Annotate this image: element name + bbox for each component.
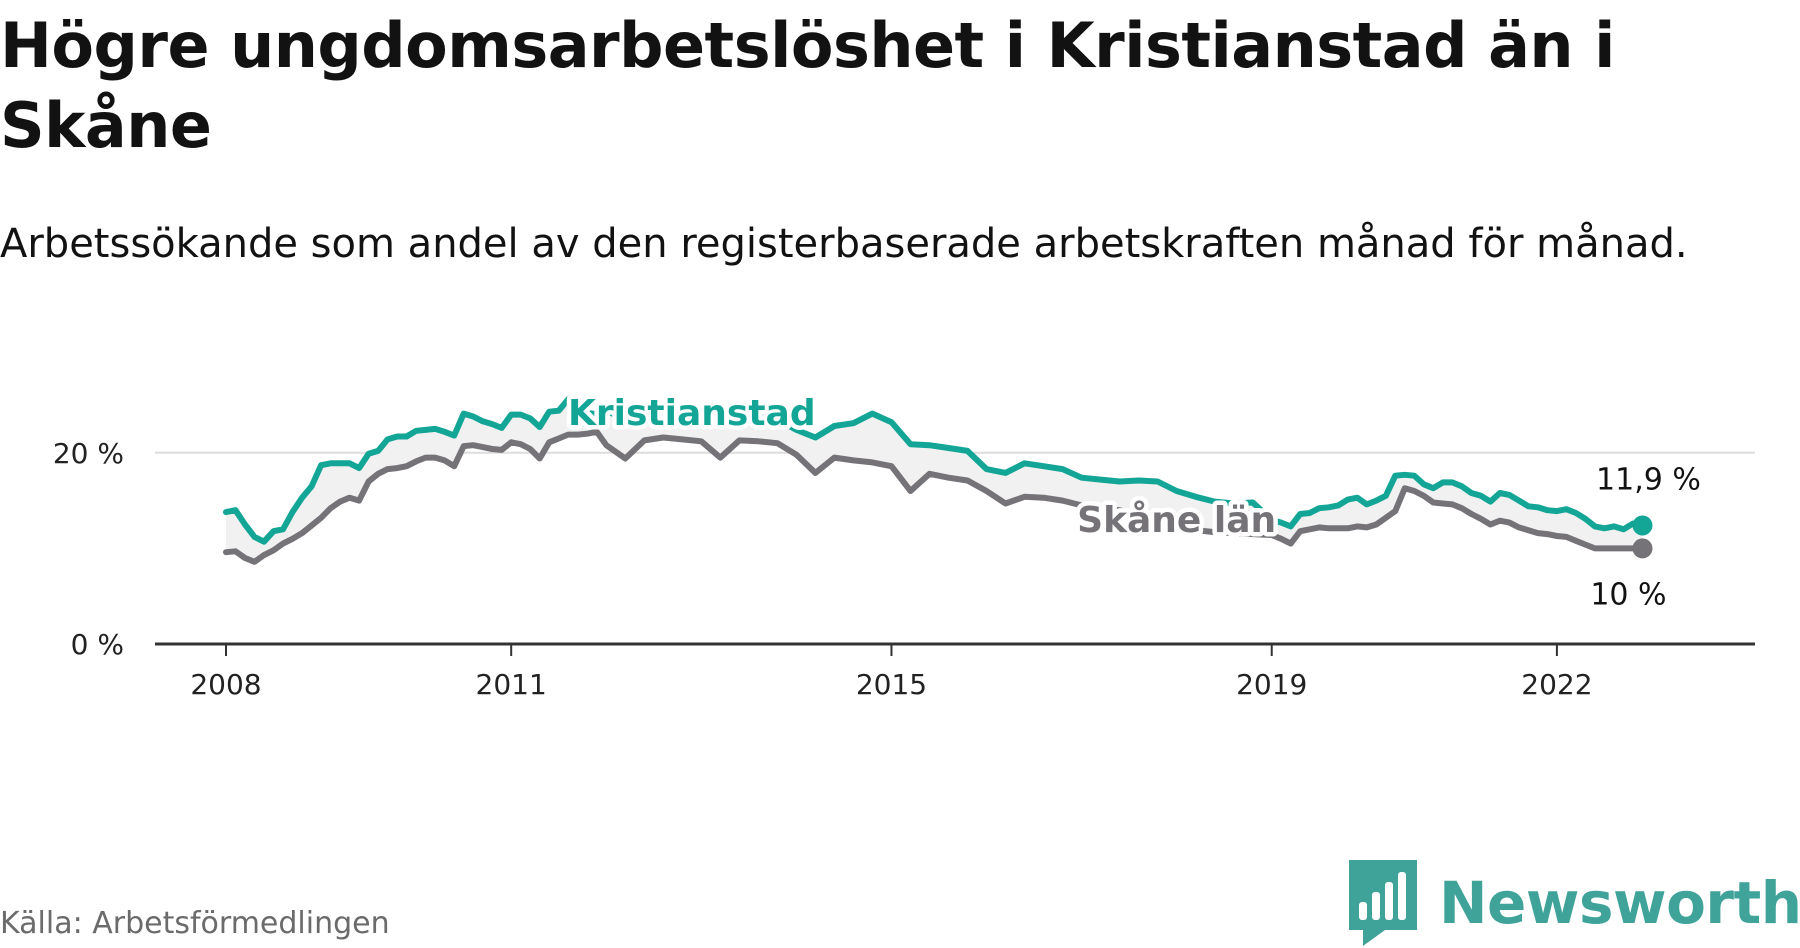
x-tick-label: 2015 xyxy=(856,668,927,701)
newsworthy-chart-bubble-icon xyxy=(1349,860,1417,946)
y-tick-label: 20 % xyxy=(53,437,124,470)
series-end-point xyxy=(1632,538,1653,559)
series-line xyxy=(223,428,1646,565)
series-labels: Kristianstad Skåne län 11,9 % 10 % xyxy=(564,389,1706,617)
series-label: 10 % xyxy=(1590,577,1666,612)
newsworthy-logo: Newsworthy xyxy=(1345,858,1800,948)
x-tick-label: 2022 xyxy=(1521,668,1592,701)
line-chart: 0 % 20 % 2008 2011 2015 2019 2022 Kristianstad… xyxy=(53,389,1755,701)
series-lines xyxy=(223,396,1653,565)
source-note: Källa: Arbetsförmedlingen xyxy=(0,906,390,941)
newsworthy-wordmark: Newsworthy xyxy=(1439,869,1800,937)
x-tick-label: 2008 xyxy=(190,668,261,701)
series-label: Kristianstad xyxy=(568,393,816,434)
chart-title: Högre ungdomsarbetslöshet i Kristianstad… xyxy=(0,9,1615,162)
series-end-point xyxy=(1632,515,1653,536)
series-line xyxy=(223,396,1646,545)
x-tick-label: 2011 xyxy=(476,668,547,701)
gap-area xyxy=(226,399,1643,562)
axes: 0 % 20 % 2008 2011 2015 2019 2022 xyxy=(53,437,1755,701)
series-label: Skåne län xyxy=(1077,500,1276,541)
series-label: 11,9 % xyxy=(1596,462,1701,497)
x-tick-label: 2019 xyxy=(1236,668,1307,701)
gap-fill xyxy=(226,399,1643,562)
y-tick-label: 0 % xyxy=(71,628,124,661)
chart-subtitle: Arbetssökande som andel av den registerb… xyxy=(0,221,1688,267)
